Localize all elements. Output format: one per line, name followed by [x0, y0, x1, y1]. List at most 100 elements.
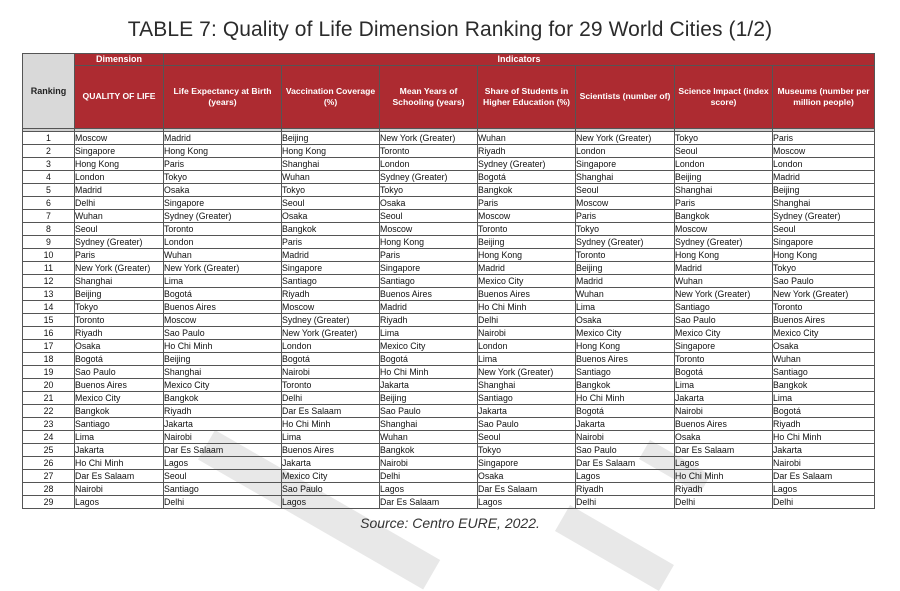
city-cell: London [281, 339, 380, 353]
city-cell: Moscow [477, 209, 576, 223]
column-header: Mean Years of Schooling (years) [379, 65, 478, 129]
city-cell: New York (Greater) [477, 365, 576, 379]
city-cell: Hong Kong [379, 235, 478, 249]
city-cell: Beijing [674, 170, 773, 184]
ranking-table: Ranking Dimension Indicators QUALITY OF … [22, 53, 876, 509]
city-cell: Moscow [163, 313, 282, 327]
city-cell: New York (Greater) [575, 131, 675, 145]
rank-cell: 17 [22, 339, 75, 353]
city-cell: Toronto [674, 352, 773, 366]
rank-cell: 18 [22, 352, 75, 366]
city-cell: Mexico City [477, 274, 576, 288]
city-cell: Paris [771, 131, 876, 145]
city-cell: Hong Kong [74, 157, 164, 171]
city-cell: Hong Kong [163, 144, 282, 158]
city-cell: Moscow [74, 131, 164, 145]
city-cell: Moscow [674, 222, 773, 236]
dimension-group-header: Dimension [74, 53, 164, 66]
table-row: 3 Hong Kong Paris Shanghai London Sydney (Gre… [22, 157, 876, 171]
city-cell: Osaka [281, 209, 380, 223]
city-cell: Sydney (Greater) [771, 209, 876, 223]
city-cell: Wuhan [771, 352, 876, 366]
city-cell: Wuhan [74, 209, 164, 223]
city-cell: Tokyo [477, 443, 576, 457]
city-cell: Dar Es Salaam [771, 469, 876, 483]
table-row: 2 Singapore Hong Kong Hong Kong Toronto Riyad… [22, 144, 876, 158]
city-cell: Dar Es Salaam [477, 482, 576, 496]
city-cell: Hong Kong [771, 248, 876, 262]
city-cell: Wuhan [379, 430, 478, 444]
city-cell: Delhi [477, 313, 576, 327]
city-cell: New York (Greater) [163, 261, 282, 275]
rank-cell: 8 [22, 222, 75, 236]
city-cell: Jakarta [74, 443, 164, 457]
city-cell: Seoul [74, 222, 164, 236]
city-cell: Madrid [477, 261, 576, 275]
rank-cell: 10 [22, 248, 75, 262]
rank-cell: 26 [22, 456, 75, 470]
city-cell: Ho Chi Minh [163, 339, 282, 353]
city-cell: Dar Es Salaam [575, 456, 675, 470]
rank-cell: 12 [22, 274, 75, 288]
rank-cell: 2 [22, 144, 75, 158]
rank-cell: 9 [22, 235, 75, 249]
city-cell: Delhi [674, 495, 773, 509]
city-cell: Beijing [575, 261, 675, 275]
city-cell: Seoul [575, 183, 675, 197]
city-cell: New York (Greater) [379, 131, 478, 145]
city-cell: Jakarta [379, 378, 478, 392]
city-cell: New York (Greater) [281, 326, 380, 340]
table-row: 7 Wuhan Sydney (Greater) Osaka Seoul Moscow Pa… [22, 209, 876, 223]
table-title: TABLE 7: Quality of Life Dimension Ranki… [127, 18, 773, 41]
city-cell: Delhi [771, 495, 876, 509]
rank-cell: 6 [22, 196, 75, 210]
rank-cell: 5 [22, 183, 75, 197]
city-cell: Sao Paulo [477, 417, 576, 431]
city-cell: Jakarta [163, 417, 282, 431]
city-cell: London [163, 235, 282, 249]
rank-cell: 22 [22, 404, 75, 418]
city-cell: Wuhan [281, 170, 380, 184]
city-cell: Ho Chi Minh [575, 391, 675, 405]
city-cell: New York (Greater) [74, 261, 164, 275]
city-cell: Dar Es Salaam [74, 469, 164, 483]
city-cell: Bangkok [771, 378, 876, 392]
city-cell: Madrid [74, 183, 164, 197]
city-cell: Bogotá [771, 404, 876, 418]
city-cell: Beijing [771, 183, 876, 197]
city-cell: Sao Paulo [281, 482, 380, 496]
city-cell: Santiago [163, 482, 282, 496]
city-cell: Buenos Aires [477, 287, 576, 301]
city-cell: Bogotá [74, 352, 164, 366]
city-cell: Madrid [674, 261, 773, 275]
column-header: QUALITY OF LIFE [74, 65, 164, 129]
city-cell: Seoul [771, 222, 876, 236]
city-cell: Bangkok [477, 183, 576, 197]
city-cell: Seoul [674, 144, 773, 158]
city-cell: Lima [477, 352, 576, 366]
city-cell: Lima [74, 430, 164, 444]
city-cell: Jakarta [281, 456, 380, 470]
city-cell: Riyadh [674, 482, 773, 496]
table-row: 18 Bogotá Beijing Bogotá Bogotá Lima Buenos Ai… [22, 352, 876, 366]
table-row: 5 Madrid Osaka Tokyo Tokyo Bangkok Seoul Shangh… [22, 183, 876, 197]
table-row: 21 Mexico City Bangkok Delhi Beijing Santiago… [22, 391, 876, 405]
city-cell: Bogotá [163, 287, 282, 301]
city-cell: Toronto [771, 300, 876, 314]
city-cell: Seoul [163, 469, 282, 483]
city-cell: Sao Paulo [163, 326, 282, 340]
city-cell: Sao Paulo [74, 365, 164, 379]
city-cell: Tokyo [771, 261, 876, 275]
city-cell: Buenos Aires [281, 443, 380, 457]
city-cell: Moscow [575, 196, 675, 210]
table-row: 29 Lagos Delhi Lagos Dar Es Salaam Lagos Delhi… [22, 495, 876, 509]
city-cell: Ho Chi Minh [281, 417, 380, 431]
table-row: 24 Lima Nairobi Lima Wuhan Seoul Nairobi Osaka H… [22, 430, 876, 444]
table-row: 28 Nairobi Santiago Sao Paulo Lagos Dar Es Sa… [22, 482, 876, 496]
table-row: 13 Beijing Bogotá Riyadh Buenos Aires Buenos … [22, 287, 876, 301]
city-cell: London [575, 144, 675, 158]
city-cell: Dar Es Salaam [379, 495, 478, 509]
column-header: Science Impact (index score) [674, 65, 773, 129]
city-cell: Sao Paulo [674, 313, 773, 327]
city-cell: Riyadh [575, 482, 675, 496]
